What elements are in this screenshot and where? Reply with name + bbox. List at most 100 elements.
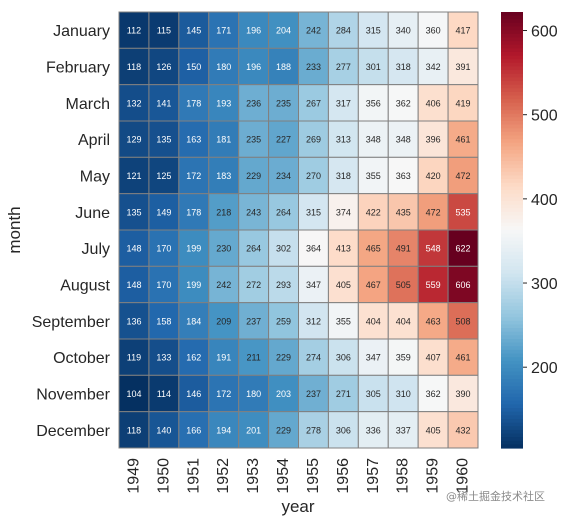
heatmap-cell (417, 265, 449, 304)
colorbar-segment (501, 70, 523, 75)
cell-value-label: 229 (246, 171, 261, 181)
cell-value-label: 505 (396, 280, 411, 290)
cell-value-label: 194 (216, 425, 231, 435)
heatmap-cell (178, 84, 210, 122)
cell-value-label: 193 (216, 98, 231, 108)
colorbar-segment (501, 378, 523, 384)
cell-value-label: 277 (336, 62, 351, 72)
cell-value-label: 362 (396, 98, 411, 108)
cell-value-label: 336 (366, 425, 381, 435)
heatmap-cell (447, 120, 479, 158)
cell-value-label: 118 (127, 425, 141, 435)
heatmap-cell (118, 156, 150, 195)
heatmap-cell (178, 265, 210, 304)
heatmap-cell (268, 229, 300, 267)
colorbar-segment (501, 251, 523, 257)
heatmap-cell (387, 47, 419, 86)
y-axis-title: month (5, 206, 24, 253)
heatmap-cell (417, 374, 449, 413)
cell-value-label: 337 (396, 425, 411, 435)
cell-value-label: 171 (216, 26, 231, 36)
cell-value-label: 318 (396, 62, 411, 72)
cell-value-label: 196 (246, 26, 261, 36)
colorbar-segment (501, 284, 523, 289)
x-tick-label: 1958 (395, 458, 412, 494)
colorbar-segment (501, 55, 523, 60)
colorbar-segment (501, 208, 523, 213)
cell-value-label: 104 (126, 389, 141, 399)
cell-value-label: 390 (456, 389, 471, 399)
cell-value-label: 141 (156, 98, 171, 108)
x-tick-label: 1952 (215, 458, 232, 494)
colorbar-tick-label: 500 (531, 108, 558, 125)
cell-value-label: 491 (396, 244, 411, 254)
cell-value-label: 242 (216, 280, 231, 290)
cell-value-label: 310 (396, 389, 411, 399)
heatmap-cell (178, 156, 210, 195)
cell-value-label: 201 (246, 425, 261, 435)
colorbar-segment (501, 230, 523, 235)
cell-value-label: 305 (366, 389, 381, 399)
cell-value-label: 183 (216, 171, 231, 181)
cell-value-label: 306 (336, 353, 351, 363)
cell-value-label: 243 (246, 207, 261, 217)
heatmap-cell (417, 411, 449, 449)
cell-value-label: 237 (246, 316, 261, 326)
colorbar-segment (501, 299, 523, 304)
colorbar-segment (501, 102, 523, 108)
heatmap-cell (238, 47, 270, 86)
heatmap-cell (327, 302, 359, 340)
heatmap-cell (447, 47, 479, 86)
colorbar-segment (501, 288, 523, 293)
cell-value-label: 405 (426, 425, 441, 435)
cell-value-label: 359 (396, 353, 411, 363)
heatmap-cell (178, 374, 210, 413)
x-axis-title: year (281, 497, 314, 516)
cell-value-label: 172 (186, 171, 201, 181)
colorbar-segment (501, 269, 523, 275)
colorbar-segment (501, 291, 523, 296)
cell-value-label: 233 (306, 62, 321, 72)
heatmap-cell (298, 302, 329, 340)
cell-value-label: 355 (366, 171, 381, 181)
cell-value-label: 463 (426, 316, 441, 326)
cell-value-label: 293 (276, 280, 291, 290)
colorbar-segment (501, 77, 523, 82)
colorbar-segment (501, 157, 523, 162)
colorbar-segment (501, 244, 523, 249)
cell-value-label: 180 (216, 62, 231, 72)
colorbar-segment (501, 81, 523, 86)
cell-value-label: 340 (396, 26, 411, 36)
cell-value-label: 317 (336, 98, 351, 108)
cell-value-label: 342 (426, 62, 441, 72)
y-tick-label: August (60, 278, 110, 295)
colorbar-segment (501, 418, 523, 424)
heatmap-cell (148, 229, 180, 267)
cell-value-label: 166 (186, 425, 201, 435)
colorbar-segment (501, 262, 523, 267)
heatmap-cell (357, 193, 389, 231)
colorbar-segment (501, 266, 523, 271)
cell-value-label: 140 (156, 425, 171, 435)
heatmap-cell (238, 229, 270, 267)
y-tick-label: June (75, 205, 110, 222)
heatmap-cell (298, 338, 329, 376)
x-tick-label: 1949 (125, 458, 142, 494)
colorbar-segment (501, 153, 523, 158)
colorbar-segment (501, 280, 523, 286)
cell-value-label: 362 (426, 389, 441, 399)
cell-value-label: 413 (336, 244, 351, 254)
colorbar-segment (501, 233, 523, 238)
colorbar-segment (501, 386, 523, 391)
heatmap-cell (238, 411, 270, 449)
heatmap-cell (327, 47, 359, 86)
heatmap-cell (148, 11, 180, 49)
heatmap-cell (298, 411, 329, 449)
cell-value-label: 196 (246, 62, 261, 72)
heatmap-cell (148, 302, 180, 340)
colorbar-tick-label: 400 (531, 192, 558, 209)
cell-value-label: 236 (246, 98, 261, 108)
cell-value-label: 145 (186, 26, 201, 36)
cell-value-label: 199 (186, 244, 201, 254)
